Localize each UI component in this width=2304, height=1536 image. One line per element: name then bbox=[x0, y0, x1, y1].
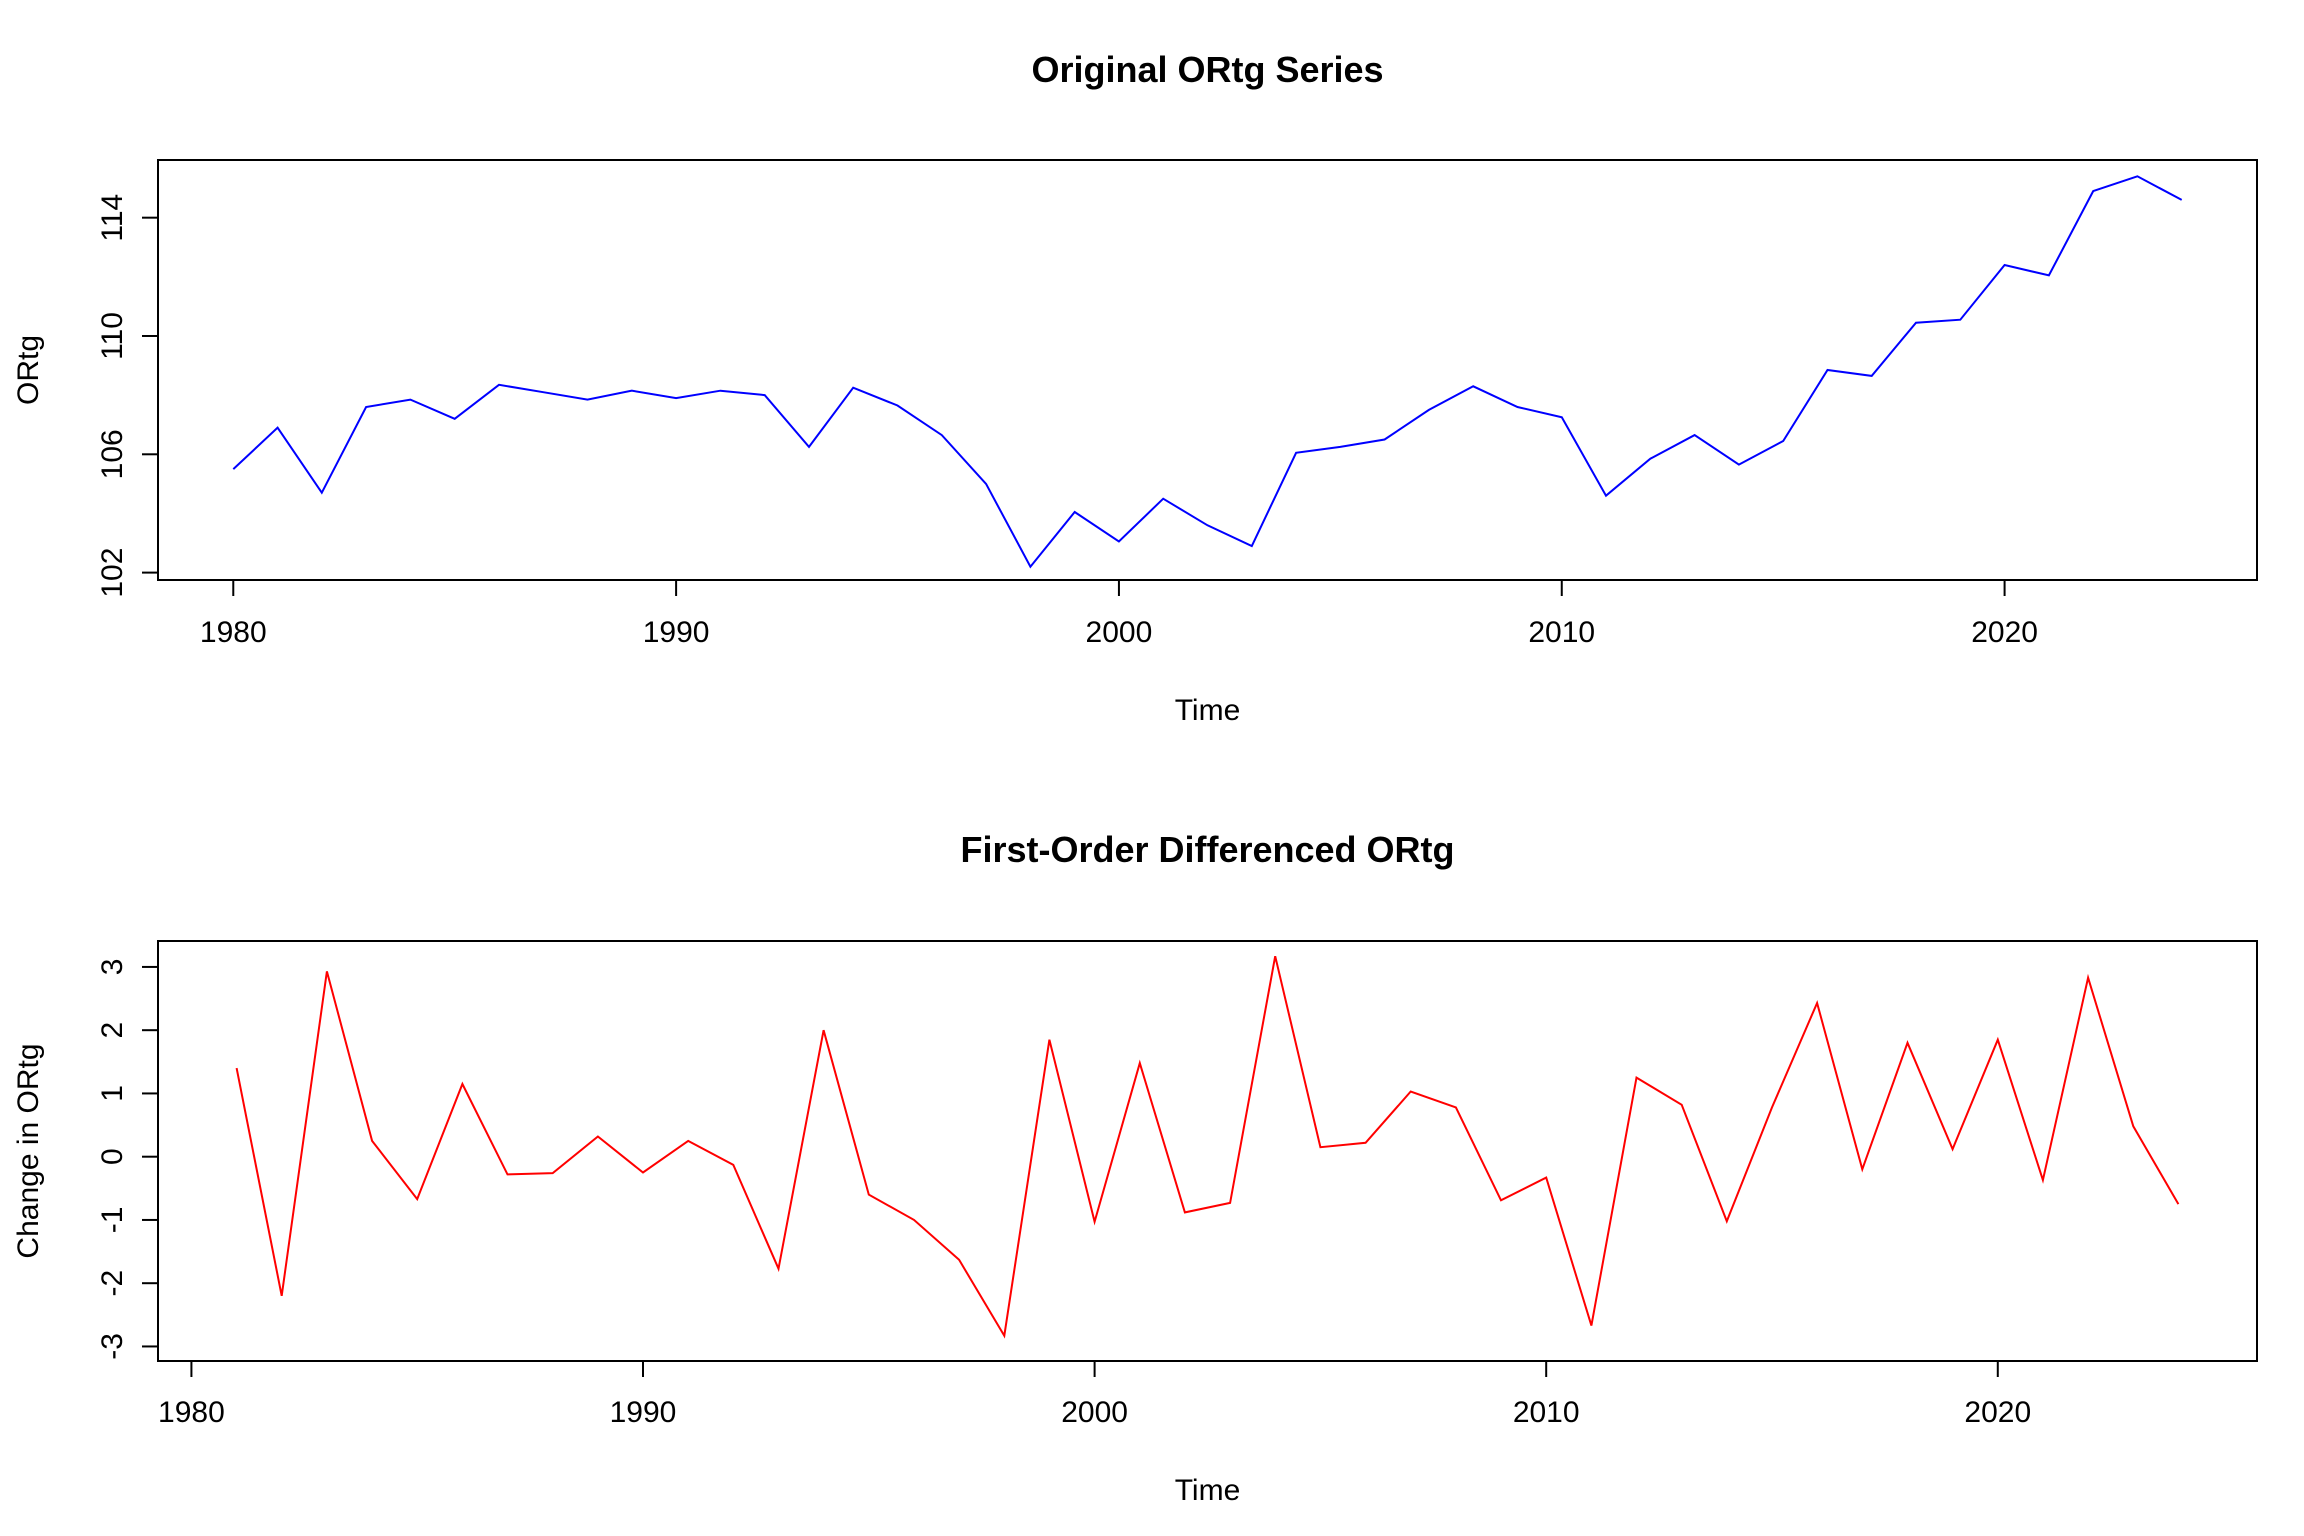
y-axis-label: ORtg bbox=[12, 335, 45, 405]
x-tick-label: 2000 bbox=[1061, 1396, 1128, 1429]
x-tick-label: 2010 bbox=[1513, 1396, 1580, 1429]
chart-differenced: First-Order Differenced ORtg 1980 1990 2000… bbox=[12, 829, 2258, 1507]
y-tick-label: 106 bbox=[96, 429, 129, 479]
x-tick-label: 1990 bbox=[610, 1396, 677, 1429]
x-tick-label: 2010 bbox=[1528, 616, 1595, 649]
y-axis-label: Change in ORtg bbox=[12, 1043, 45, 1258]
x-tick-label: 2000 bbox=[1086, 616, 1153, 649]
y-tick-label: 102 bbox=[96, 548, 129, 598]
y-tick-label: -3 bbox=[96, 1333, 129, 1360]
y-tick-label: 1 bbox=[96, 1085, 129, 1102]
x-tick-label: 2020 bbox=[1971, 616, 2038, 649]
x-axis-label: Time bbox=[1175, 1474, 1241, 1507]
plot-frame bbox=[157, 940, 2258, 1362]
y-tick-label: 0 bbox=[96, 1148, 129, 1165]
chart-title: Original ORtg Series bbox=[1031, 49, 1383, 90]
y-tick-label: -1 bbox=[96, 1207, 129, 1234]
series-line bbox=[232, 175, 2183, 569]
y-tick-label: 114 bbox=[96, 194, 129, 242]
x-tick-label: 1990 bbox=[643, 616, 710, 649]
x-tick-label: 1980 bbox=[200, 616, 267, 649]
x-axis-label: Time bbox=[1175, 694, 1241, 727]
plot-frame bbox=[157, 159, 2258, 581]
x-tick-label: 2020 bbox=[1964, 1396, 2031, 1429]
x-tick-label: 1980 bbox=[158, 1396, 225, 1429]
y-tick-label: -2 bbox=[96, 1270, 129, 1297]
chart-title: First-Order Differenced ORtg bbox=[960, 829, 1454, 870]
series-line bbox=[235, 955, 2180, 1339]
y-tick-label: 3 bbox=[96, 959, 129, 976]
y-tick-label: 2 bbox=[96, 1022, 129, 1039]
y-tick-label: 110 bbox=[96, 312, 129, 360]
chart-original: Original ORtg Series 1980 1990 2000 2010 2020… bbox=[12, 49, 2258, 727]
